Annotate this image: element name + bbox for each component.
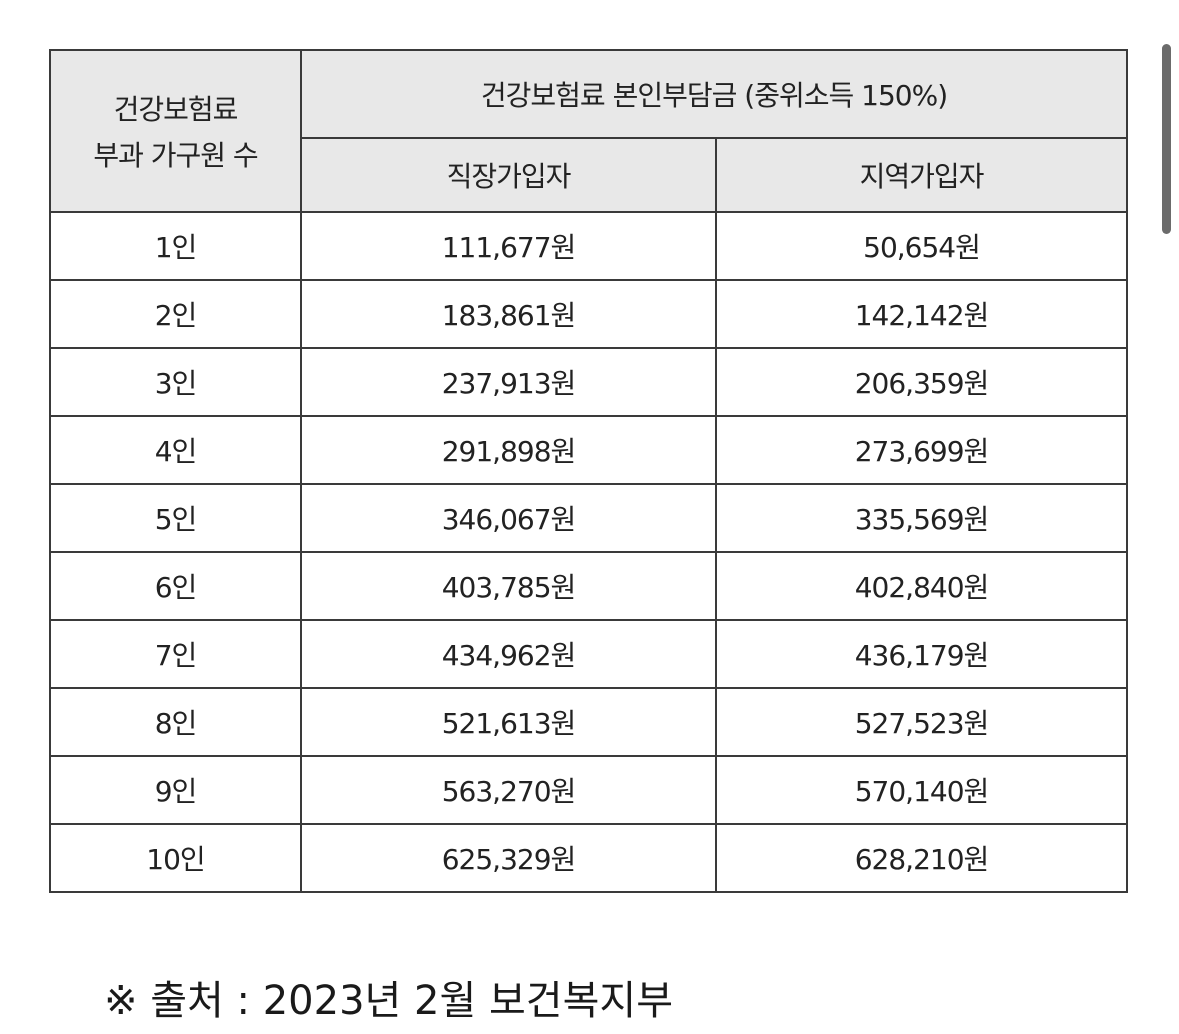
employee-premium-cell: 403,785원 (300, 551, 717, 621)
regional-premium-cell: 628,210원 (715, 823, 1128, 893)
table-row: 4인 291,898원 273,699원 (49, 415, 1128, 485)
scrollbar-thumb[interactable] (1162, 44, 1171, 234)
members-cell: 9인 (49, 755, 302, 825)
table-row: 6인 403,785원 402,840원 (49, 551, 1128, 621)
regional-premium-cell: 50,654원 (715, 211, 1128, 281)
employee-premium-cell: 434,962원 (300, 619, 717, 689)
employee-premium-cell: 111,677원 (300, 211, 717, 281)
regional-premium-cell: 570,140원 (715, 755, 1128, 825)
employee-premium-cell: 237,913원 (300, 347, 717, 417)
members-cell: 7인 (49, 619, 302, 689)
members-cell: 10인 (49, 823, 302, 893)
employee-premium-cell: 625,329원 (300, 823, 717, 893)
header-regional-subscriber: 지역가입자 (715, 137, 1128, 213)
header-household-members: 건강보험료 부과 가구원 수 (49, 49, 302, 213)
header-premium-amount: 건강보험료 본인부담금 (중위소득 150%) (300, 49, 1128, 139)
table-row: 9인 563,270원 570,140원 (49, 755, 1128, 825)
members-cell: 8인 (49, 687, 302, 757)
table-body: 1인 111,677원 50,654원 2인 183,861원 142,142원 3인 237… (49, 211, 1128, 893)
regional-premium-cell: 335,569원 (715, 483, 1128, 553)
table-row: 3인 237,913원 206,359원 (49, 347, 1128, 417)
table-row: 8인 521,613원 527,523원 (49, 687, 1128, 757)
members-cell: 6인 (49, 551, 302, 621)
table-row: 1인 111,677원 50,654원 (49, 211, 1128, 281)
header-household-line2: 부과 가구원 수 (93, 139, 258, 172)
health-insurance-premium-table: 건강보험료 부과 가구원 수 건강보험료 본인부담금 (중위소득 150%) 직… (49, 49, 1128, 893)
table-row: 10인 625,329원 628,210원 (49, 823, 1128, 893)
table-row: 5인 346,067원 335,569원 (49, 483, 1128, 553)
regional-premium-cell: 402,840원 (715, 551, 1128, 621)
source-note: ※ 출처 : 2023년 2월 보건복지부 (104, 978, 674, 1024)
regional-premium-cell: 206,359원 (715, 347, 1128, 417)
members-cell: 5인 (49, 483, 302, 553)
header-household-line1: 건강보험료 (113, 93, 239, 126)
employee-premium-cell: 563,270원 (300, 755, 717, 825)
table-row: 7인 434,962원 436,179원 (49, 619, 1128, 689)
header-employee-subscriber: 직장가입자 (300, 137, 717, 213)
regional-premium-cell: 273,699원 (715, 415, 1128, 485)
members-cell: 3인 (49, 347, 302, 417)
table-row: 2인 183,861원 142,142원 (49, 279, 1128, 349)
employee-premium-cell: 521,613원 (300, 687, 717, 757)
regional-premium-cell: 436,179원 (715, 619, 1128, 689)
regional-premium-cell: 527,523원 (715, 687, 1128, 757)
employee-premium-cell: 346,067원 (300, 483, 717, 553)
regional-premium-cell: 142,142원 (715, 279, 1128, 349)
premium-table-container: 건강보험료 부과 가구원 수 건강보험료 본인부담금 (중위소득 150%) 직… (49, 49, 1128, 893)
members-cell: 4인 (49, 415, 302, 485)
employee-premium-cell: 291,898원 (300, 415, 717, 485)
members-cell: 2인 (49, 279, 302, 349)
employee-premium-cell: 183,861원 (300, 279, 717, 349)
members-cell: 1인 (49, 211, 302, 281)
